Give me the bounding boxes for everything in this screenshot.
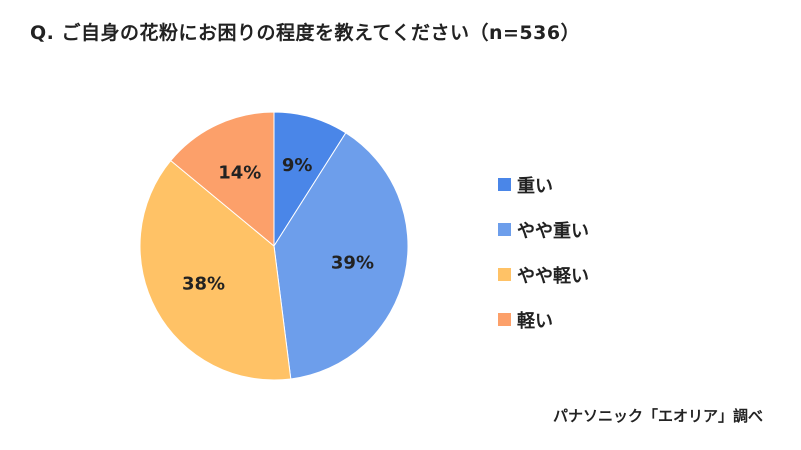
legend-swatch-somewhat-heavy [498, 223, 511, 236]
legend-label-somewhat-heavy: やや重い [517, 220, 589, 242]
chart-title: Q. ご自身の花粉にお困りの程度を教えてください（n=536） [30, 22, 581, 44]
pie-slice-light [170, 111, 275, 248]
legend-label-somewhat-light: やや軽い [517, 265, 589, 287]
legend-item-light: 軽い [498, 297, 589, 342]
slice-label-somewhat-light: 38% [182, 274, 225, 295]
legend: 重い やや重い やや軽い 軽い [498, 162, 589, 342]
slice-label-light: 14% [218, 162, 261, 183]
legend-swatch-heavy [498, 178, 511, 191]
pie-slice-somewhat-heavy [273, 132, 409, 380]
pie-slice-somewhat-light [139, 159, 292, 381]
legend-swatch-somewhat-light [498, 268, 511, 281]
source-note: パナソニック「エオリア」調べ [552, 407, 763, 425]
slice-label-somewhat-heavy: 39% [331, 253, 374, 274]
slice-label-heavy: 9% [282, 155, 313, 176]
legend-label-light: 軽い [517, 310, 553, 332]
legend-item-somewhat-heavy: やや重い [498, 207, 589, 252]
legend-label-heavy: 重い [517, 175, 553, 197]
legend-item-heavy: 重い [498, 162, 589, 207]
legend-item-somewhat-light: やや軽い [498, 252, 589, 297]
legend-swatch-light [498, 313, 511, 326]
